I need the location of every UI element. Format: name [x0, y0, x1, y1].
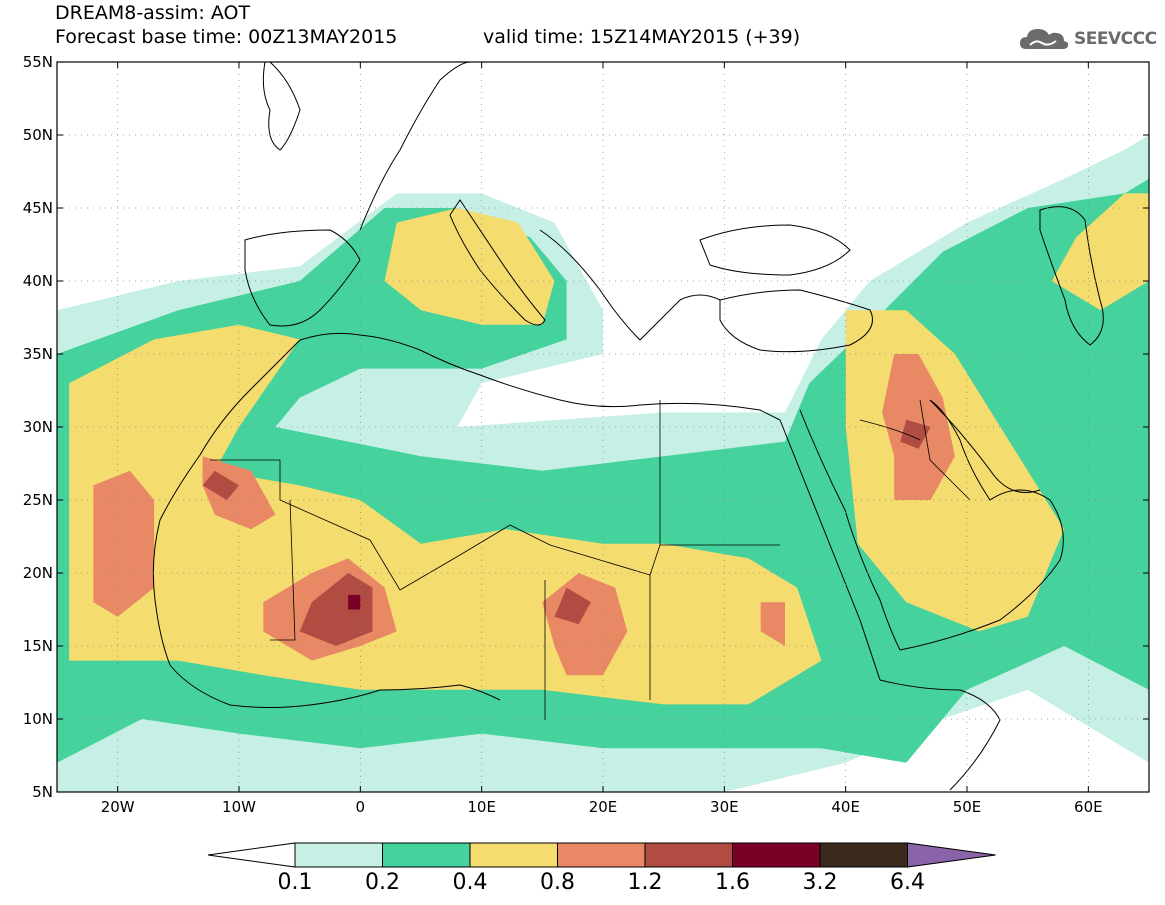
colorbar-swatch — [382, 842, 471, 868]
west-africa-coastline — [152, 339, 501, 708]
colorbar-label: 6.4 — [890, 870, 925, 895]
aot-region-0-4 — [384, 208, 555, 325]
black-sea-coastline — [699, 224, 851, 276]
arabia-coastline — [899, 399, 1064, 651]
colorbar-swatch — [819, 842, 908, 868]
colorbar-label: 0.1 — [278, 870, 313, 895]
italy-coastline — [449, 199, 546, 326]
lat-tick-label: 15N — [23, 637, 53, 655]
horn-of-africa-coastline — [879, 679, 1001, 791]
colorbar-over-arrow — [907, 842, 996, 868]
colorbar-swatch — [294, 842, 383, 868]
colorbar: 0.1 0.2 0.4 0.8 1.2 1.6 3.2 6.4 — [207, 842, 996, 895]
aot-region-1-6 — [348, 594, 361, 610]
balkans-coastline — [539, 229, 721, 341]
persian-gulf-coastline — [929, 399, 1041, 493]
colorbar-swatch — [469, 842, 558, 868]
colorbar-swatch — [644, 842, 733, 868]
aot-region-0-4 — [69, 324, 822, 705]
africa-coastline — [299, 332, 781, 421]
lon-tick-label: 20W — [101, 798, 135, 816]
lat-tick-label: 20N — [23, 564, 53, 582]
lon-tick-label: 50E — [953, 798, 982, 816]
cloud-logo-icon — [1020, 29, 1069, 49]
valid-time: valid time: 15Z14MAY2015 (+39) — [483, 26, 801, 48]
grid-layer — [57, 62, 1149, 792]
colorbar-under-arrow — [207, 842, 296, 868]
forecast-base-time: Forecast base time: 00Z13MAY2015 — [55, 26, 398, 48]
coastline-layer — [152, 62, 1104, 791]
colorbar-label: 1.2 — [628, 870, 663, 895]
red-sea-east-coast — [799, 409, 901, 651]
aot-region-0-8 — [93, 470, 155, 617]
aot-region-1-2 — [202, 470, 239, 500]
lat-tick-label: 30N — [23, 418, 53, 436]
lon-tick-label: 20E — [589, 798, 618, 816]
lon-tick-label: 0 — [356, 798, 366, 816]
border-line — [859, 419, 921, 441]
colorbar-label: 3.2 — [803, 870, 838, 895]
aot-region-1-2 — [900, 419, 931, 449]
colorbar-swatch — [732, 842, 821, 868]
red-sea-west-coast — [779, 419, 881, 681]
aot-region-1-2 — [299, 573, 373, 646]
logo-text: SEEVCCC — [1074, 29, 1157, 49]
colorbar-label: 0.8 — [540, 870, 575, 895]
aot-region-0-8 — [202, 456, 276, 530]
aot-region-0-4 — [1051, 193, 1149, 311]
lon-tick-label: 30E — [710, 798, 739, 816]
colorbar-label: 0.2 — [365, 870, 400, 895]
lat-tick-label: 50N — [23, 126, 53, 144]
lon-tick-label: 10W — [222, 798, 256, 816]
lat-tick-label: 25N — [23, 491, 53, 509]
lat-tick-label: 40N — [23, 272, 53, 290]
lat-tick-label: 45N — [23, 199, 53, 217]
border-line — [919, 399, 971, 501]
caspian-sea-coastline — [1039, 206, 1104, 346]
aot-region-1-2 — [554, 587, 591, 625]
france-coastline — [359, 62, 471, 231]
uk-coastline — [262, 62, 301, 151]
colorbar-label: 1.6 — [715, 870, 750, 895]
lat-tick-label: 10N — [23, 710, 53, 728]
lat-tick-label: 55N — [23, 53, 53, 71]
map-title: DREAM8-assim: AOT — [55, 2, 251, 24]
lat-tick-label: 35N — [23, 345, 53, 363]
lon-tick-label: 40E — [831, 798, 860, 816]
anatolia-coastline — [719, 289, 873, 353]
border-line — [399, 524, 551, 591]
colorbar-label: 0.4 — [453, 870, 488, 895]
border-line — [549, 544, 780, 576]
lon-tick-label: 10E — [467, 798, 496, 816]
border-line — [270, 499, 296, 641]
colorbar-swatch — [557, 842, 646, 868]
axis-ticks: 55N 50N 45N 40N 35N 30N 25N 20N 15N 10N 5N 20W 10W 0 1… — [23, 53, 1149, 816]
lat-tick-label: 5N — [32, 783, 53, 801]
seevccc-logo: SEEVCCC — [1018, 24, 1157, 54]
iberia-coastline — [244, 229, 361, 327]
lon-tick-label: 60E — [1074, 798, 1103, 816]
aot-region-0-8 — [760, 602, 785, 646]
